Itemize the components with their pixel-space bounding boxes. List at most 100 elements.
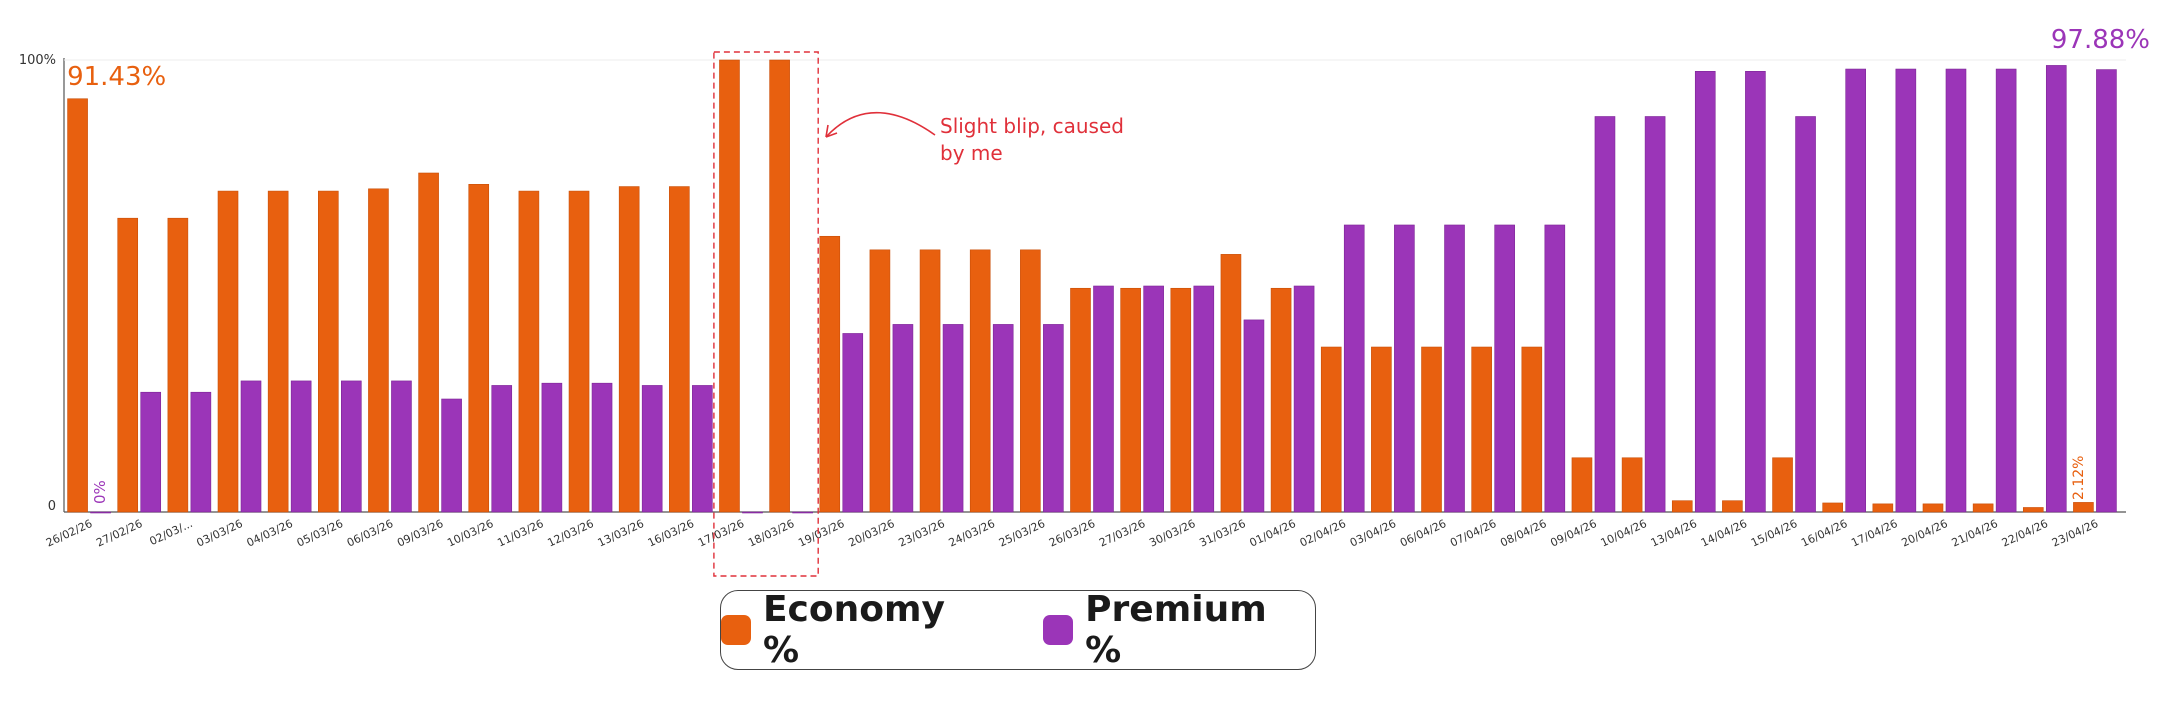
bar-economy-11/03/26 [518,190,540,513]
x-tick-label: 07/04/26 [1448,517,1498,550]
bar-economy-16/03/26 [669,186,690,513]
bar-economy-25/03/26 [1020,249,1041,513]
bar-premium-01/04/26 [1293,285,1315,513]
bar-premium-30/03/26 [1193,285,1215,513]
bar-premium-06/04/26 [1444,224,1465,513]
bar-premium-23/03/26 [942,324,964,513]
bar-economy-10/03/26 [468,184,490,513]
x-tick-label: 23/03/26 [897,517,947,550]
x-tick-label: 26/03/26 [1047,517,1097,550]
bar-premium-06/03/26 [391,380,412,513]
bar-economy-15/04/26 [1772,457,1793,513]
bar-economy-13/03/26 [618,186,640,513]
bar-premium-02/03/... [190,391,212,513]
x-tick-label: 20/04/26 [1899,517,1949,550]
bar-premium-27/03/26 [1143,285,1164,513]
bar-economy-03/03/26 [217,190,239,513]
x-tick-label: 16/04/26 [1799,517,1849,550]
bar-economy-09/03/26 [418,172,439,513]
x-tick-labels: 26/02/26 27/02/26 02/03/... 03/03/26 04/03/2… [44,517,2100,550]
bar-economy-02/03/... [167,217,189,513]
bar-premium-25/03/26 [1043,324,1064,513]
x-tick-label: 25/03/26 [997,517,1047,550]
bar-economy-26/03/26 [1070,287,1091,513]
bar-premium-05/03/26 [341,380,362,513]
bar-chart: 100% 0 26/02/26 27/02/26 02/03/... 03/03/26 0… [19,25,2150,577]
x-tick-label: 01/04/26 [1248,517,1298,550]
bar-premium-09/04/26 [1594,116,1616,513]
bar-economy-02/04/26 [1320,346,1342,513]
x-tick-label: 14/04/26 [1699,517,1749,550]
bar-economy-06/03/26 [368,188,389,513]
bar-premium-19/03/26 [842,333,864,513]
x-tick-label: 06/04/26 [1398,517,1448,550]
bar-economy-04/03/26 [267,190,289,513]
bar-economy-06/04/26 [1421,346,1442,513]
y-tick-label-0: 0 [48,499,56,514]
bar-premium-10/04/26 [1644,116,1666,513]
x-tick-label: 24/03/26 [947,517,997,550]
bar-economy-19/03/26 [819,235,841,513]
bar-premium-17/04/26 [1895,68,1917,513]
bar-premium-16/03/26 [692,385,713,513]
bar-premium-26/02/26 [90,511,111,514]
bar-economy-21/04/26 [1972,503,1994,513]
x-tick-label: 27/02/26 [94,517,144,550]
x-tick-label: 10/04/26 [1599,517,1649,550]
last-premium-value: 97.88% [2051,25,2150,55]
bar-premium-20/03/26 [892,324,914,513]
bar-economy-20/04/26 [1922,503,1944,513]
y-tick-label-100: 100% [19,53,56,68]
bar-premium-08/04/26 [1544,224,1566,513]
bar-premium-21/04/26 [1995,68,2017,513]
legend-item-premium: Premium % [1043,589,1315,671]
x-tick-label: 20/03/26 [846,517,896,550]
bar-premium-02/04/26 [1343,224,1365,513]
bar-economy-27/02/26 [117,217,139,513]
x-tick-label: 04/03/26 [245,517,295,550]
x-tick-label: 15/04/26 [1749,517,1799,550]
bar-premium-22/04/26 [2045,65,2067,513]
bar-premium-31/03/26 [1243,319,1265,513]
bar-economy-24/03/26 [969,249,991,513]
last-economy-value: 2.12% [2071,456,2087,500]
blip-highlight-box [713,51,819,577]
bar-premium-26/03/26 [1093,285,1114,513]
bar-premium-24/03/26 [992,324,1014,513]
bar-economy-16/04/26 [1822,502,1843,513]
bar-premium-20/04/26 [1945,68,1967,513]
bar-economy-31/03/26 [1220,254,1242,513]
bar-economy-13/04/26 [1671,500,1693,513]
x-tick-label: 05/03/26 [295,517,345,550]
bar-economy-01/04/26 [1270,287,1292,513]
bar-economy-18/03/26 [769,59,790,513]
x-tick-label: 21/04/26 [1950,517,2000,550]
x-tick-label: 11/03/26 [495,517,545,550]
economy-swatch [721,615,751,645]
bar-economy-08/04/26 [1521,346,1543,513]
legend-label-economy: Economy % [762,589,945,671]
bar-economy-03/04/26 [1371,346,1392,513]
bar-economy-14/04/26 [1722,500,1743,513]
x-tick-label: 02/04/26 [1298,517,1348,550]
bar-premium-13/04/26 [1694,71,1716,513]
bar-economy-27/03/26 [1120,287,1141,513]
x-tick-label: 03/04/26 [1348,517,1398,550]
bar-premium-04/03/26 [290,380,312,513]
bar-economy-23/03/26 [919,249,941,513]
premium-swatch [1043,615,1074,645]
bar-premium-10/03/26 [491,385,513,513]
blip-arrowhead [825,124,838,138]
bar-premium-07/04/26 [1494,224,1515,513]
bar-economy-22/04/26 [2022,507,2044,513]
x-tick-label: 13/04/26 [1649,517,1699,550]
blip-note-line2: by me [940,141,1003,165]
first-economy-value: 91.43% [67,62,166,92]
bar-economy-17/03/26 [719,59,740,513]
bar-economy-05/03/26 [318,190,339,513]
x-tick-label: 17/03/26 [696,517,746,550]
legend: Economy % Premium % [720,589,1316,671]
bar-series [67,59,2117,514]
bar-premium-14/04/26 [1745,71,1766,513]
legend-label-premium: Premium % [1085,589,1267,671]
